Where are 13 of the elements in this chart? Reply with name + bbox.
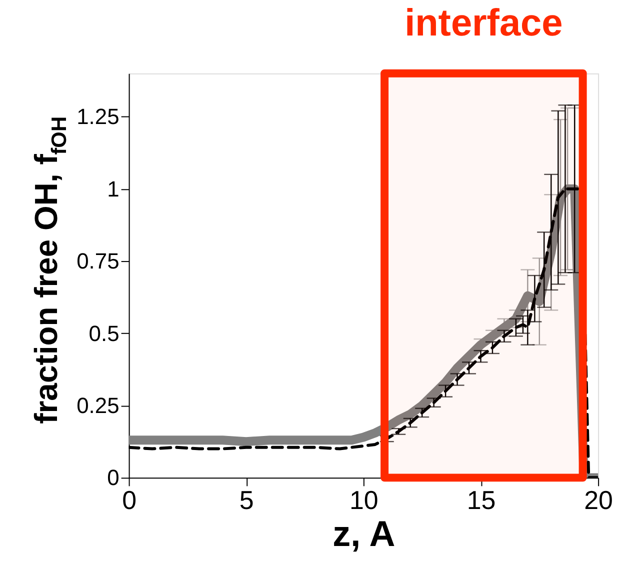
x-tick-label: 20	[584, 487, 613, 516]
x-axis-title: z, A	[332, 513, 396, 554]
x-tick-label: 10	[349, 487, 378, 516]
y-tick-label: 0.5	[88, 320, 120, 346]
y-tick-label: 1.25	[76, 104, 120, 130]
band-label: interface	[404, 2, 563, 44]
y-tick-label: 0	[107, 465, 120, 490]
x-tick-label: 5	[239, 487, 254, 516]
x-tick-label: 15	[466, 487, 496, 516]
y-axis-title: fraction free OH, ffOH	[28, 116, 71, 424]
y-tick-label: 0.25	[76, 392, 120, 418]
y-tick-label: 0.75	[76, 248, 120, 274]
y-tick-label: 1	[107, 176, 120, 202]
